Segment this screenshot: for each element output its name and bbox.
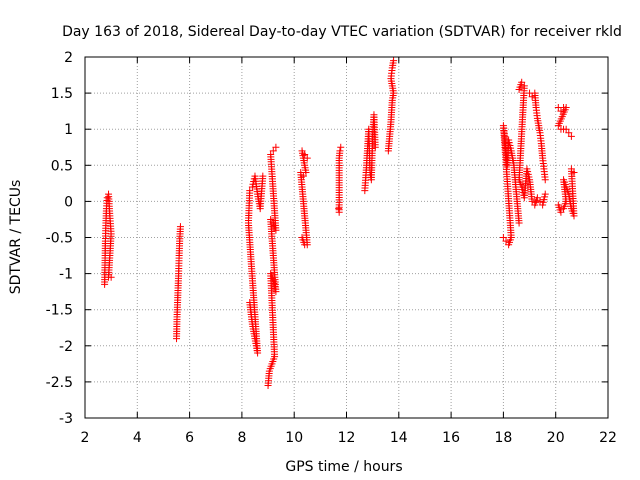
x-tick-label: 4 [133,430,142,446]
y-tick-label: -0.5 [46,231,73,247]
data-point [103,194,111,202]
chart-title: Day 163 of 2018, Sidereal Day-to-day VTE… [62,24,622,40]
data-point [536,197,544,205]
data-point [518,78,526,86]
data-point [337,143,345,151]
y-tick-label: 1.5 [51,86,73,102]
data-point [567,165,575,173]
y-tick-label: -1.5 [46,303,73,319]
data-point [299,172,307,180]
data-point [336,147,344,155]
data-point [557,208,565,216]
data-point [570,169,578,177]
y-tick-label: 2 [64,50,73,66]
data-point [541,190,549,198]
data-point [562,125,570,133]
x-axis-label: GPS time / hours [285,459,402,475]
axis-ticks: 2 4 6 8 10 12 14 16 18 20 22-3-2.5-2-1.5-1-0.500.5… [46,50,617,446]
data-point [567,132,575,140]
x-tick-label: 22 [599,430,617,446]
data-point [269,147,277,155]
data-point [107,273,115,281]
x-tick-label: 2 [81,430,90,446]
y-tick-label: -3 [59,411,73,427]
y-tick-label: -2.5 [46,375,73,391]
data-point [176,223,184,231]
y-tick-label: -1 [59,267,73,283]
data-point [533,194,541,202]
x-tick-label: 12 [338,430,356,446]
data-point [272,143,280,151]
data-point [371,143,379,151]
data-point [298,147,306,155]
x-tick-label: 20 [547,430,565,446]
data-point [554,122,562,130]
y-tick-label: 1 [64,122,73,138]
data-point [267,150,275,158]
x-tick-label: 16 [442,430,460,446]
data-point [267,215,275,223]
data-point [499,234,507,241]
data-point [303,154,311,162]
x-tick-label: 18 [494,430,512,446]
x-tick-label: 6 [185,430,194,446]
data-point [259,172,267,180]
data-point [301,150,309,158]
data-points [101,57,578,390]
data-point [246,187,254,195]
x-tick-label: 14 [390,430,408,446]
y-tick-label: 0.5 [51,158,73,174]
y-axis-label: SDTVAR / TECUs [8,180,24,295]
y-tick-label: -2 [59,339,73,355]
x-tick-label: 10 [285,430,303,446]
y-tick-label: 0 [64,194,73,210]
data-point [390,57,398,65]
x-tick-label: 8 [237,430,246,446]
grid-lines [85,57,608,418]
data-point [528,197,536,205]
data-point [541,176,549,184]
data-point [502,237,510,245]
data-point [335,205,343,213]
data-point [565,129,573,137]
data-point [515,219,523,227]
